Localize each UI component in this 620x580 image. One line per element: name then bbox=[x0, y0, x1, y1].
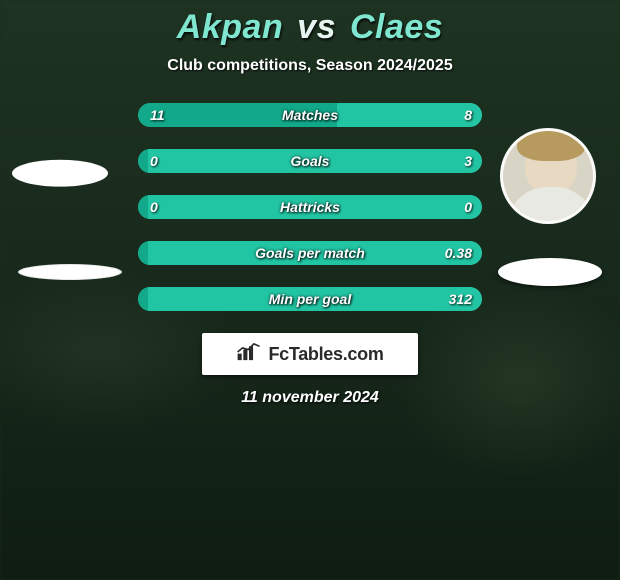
bar-left-fill bbox=[138, 103, 337, 127]
stat-row: 118Matches bbox=[138, 103, 482, 127]
bar-right-fill bbox=[148, 287, 482, 311]
subtitle: Club competitions, Season 2024/2025 bbox=[0, 57, 620, 75]
chart-icon bbox=[236, 342, 262, 367]
brand-badge[interactable]: FcTables.com bbox=[202, 333, 418, 375]
player2-name: Claes bbox=[350, 8, 443, 46]
page-title: Akpan vs Claes bbox=[0, 8, 620, 47]
stat-row: 03Goals bbox=[138, 149, 482, 173]
avatar-body bbox=[507, 187, 595, 224]
stat-row: 312Min per goal bbox=[138, 287, 482, 311]
bar-left-fill bbox=[138, 149, 148, 173]
player2-avatar bbox=[500, 128, 596, 224]
bar-right-fill bbox=[337, 103, 482, 127]
bar-left-fill bbox=[138, 241, 148, 265]
player1-avatar bbox=[12, 160, 108, 187]
stat-row: 00Hattricks bbox=[138, 195, 482, 219]
bar-left-fill bbox=[138, 287, 148, 311]
bar-right-fill bbox=[148, 241, 482, 265]
bar-right-fill bbox=[148, 195, 482, 219]
player2-flag bbox=[498, 258, 602, 286]
player1-name: Akpan bbox=[177, 8, 283, 46]
bar-right-fill bbox=[148, 149, 482, 173]
comparison-bars: 118Matches 03Goals 00Hattricks 0.38Goals pe… bbox=[138, 103, 482, 311]
vs-label: vs bbox=[297, 8, 336, 46]
stat-row: 0.38Goals per match bbox=[138, 241, 482, 265]
bar-left-fill bbox=[138, 195, 148, 219]
date-label: 11 november 2024 bbox=[0, 389, 620, 407]
player1-flag bbox=[20, 265, 120, 279]
comparison-card: Akpan vs Claes Club competitions, Season… bbox=[0, 0, 620, 580]
brand-text: FcTables.com bbox=[268, 344, 383, 365]
